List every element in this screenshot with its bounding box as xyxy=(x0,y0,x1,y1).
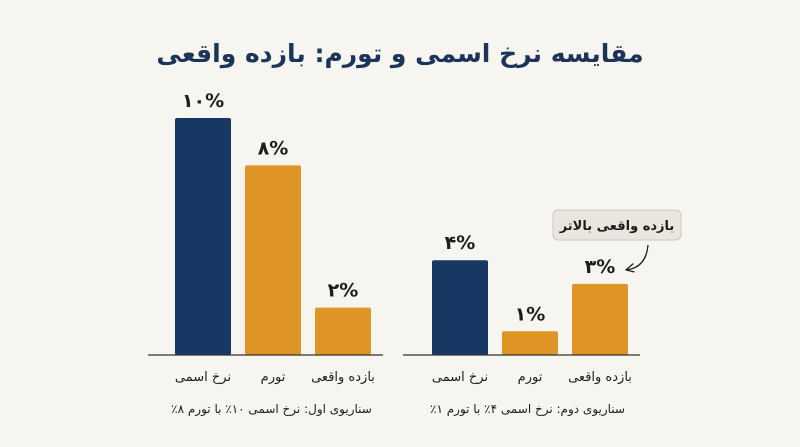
group-1-value-label-3: ۲% xyxy=(328,280,359,302)
group-1-category-label-3: بازده واقعی xyxy=(311,370,375,385)
group-1-category-label-2: تورم xyxy=(261,370,286,385)
chart-title: مقایسه نرخ اسمی و تورم: بازده واقعی xyxy=(156,39,643,69)
group-1-value-label-2: ۸% xyxy=(258,137,289,159)
group-2-scenario-label: سناریوی دوم: نرخ اسمی ۴٪ با تورم ۱٪ xyxy=(430,402,625,417)
group-2-bar-3 xyxy=(572,283,628,355)
bars-layer: ۱۰% نرخ اسمی ۸% تورم ۲% بازده واقعی سناریوی او… xyxy=(148,90,640,417)
annotation: بازده واقعی بالاتر xyxy=(552,209,682,273)
group-2-bar-2 xyxy=(502,331,558,355)
group-2-value-label-3: ۳% xyxy=(585,256,616,278)
annotation-text: بازده واقعی بالاتر xyxy=(559,219,675,234)
group-2-category-label-3: بازده واقعی xyxy=(568,370,632,385)
group-2-category-label-2: تورم xyxy=(518,370,543,385)
group-2-bar-1 xyxy=(432,260,488,355)
group-1-category-label-1: نرخ اسمی xyxy=(175,370,231,385)
annotation-arrow xyxy=(625,244,649,271)
group-2-value-label-1: ۴% xyxy=(445,232,476,254)
group-1-bar-2 xyxy=(245,165,301,355)
group-1-bar-1 xyxy=(175,118,231,355)
group-1-value-label-1: ۱۰% xyxy=(182,90,224,112)
group-2-category-label-1: نرخ اسمی xyxy=(432,370,488,385)
group-1-scenario-label: سناریوی اول: نرخ اسمی ۱۰٪ با تورم ۸٪ xyxy=(171,402,372,417)
annotation-arrowhead xyxy=(625,263,635,273)
annotation-box xyxy=(552,209,682,241)
group-2-value-label-2: ۱% xyxy=(515,303,546,325)
group-1-bar-3 xyxy=(315,307,371,355)
